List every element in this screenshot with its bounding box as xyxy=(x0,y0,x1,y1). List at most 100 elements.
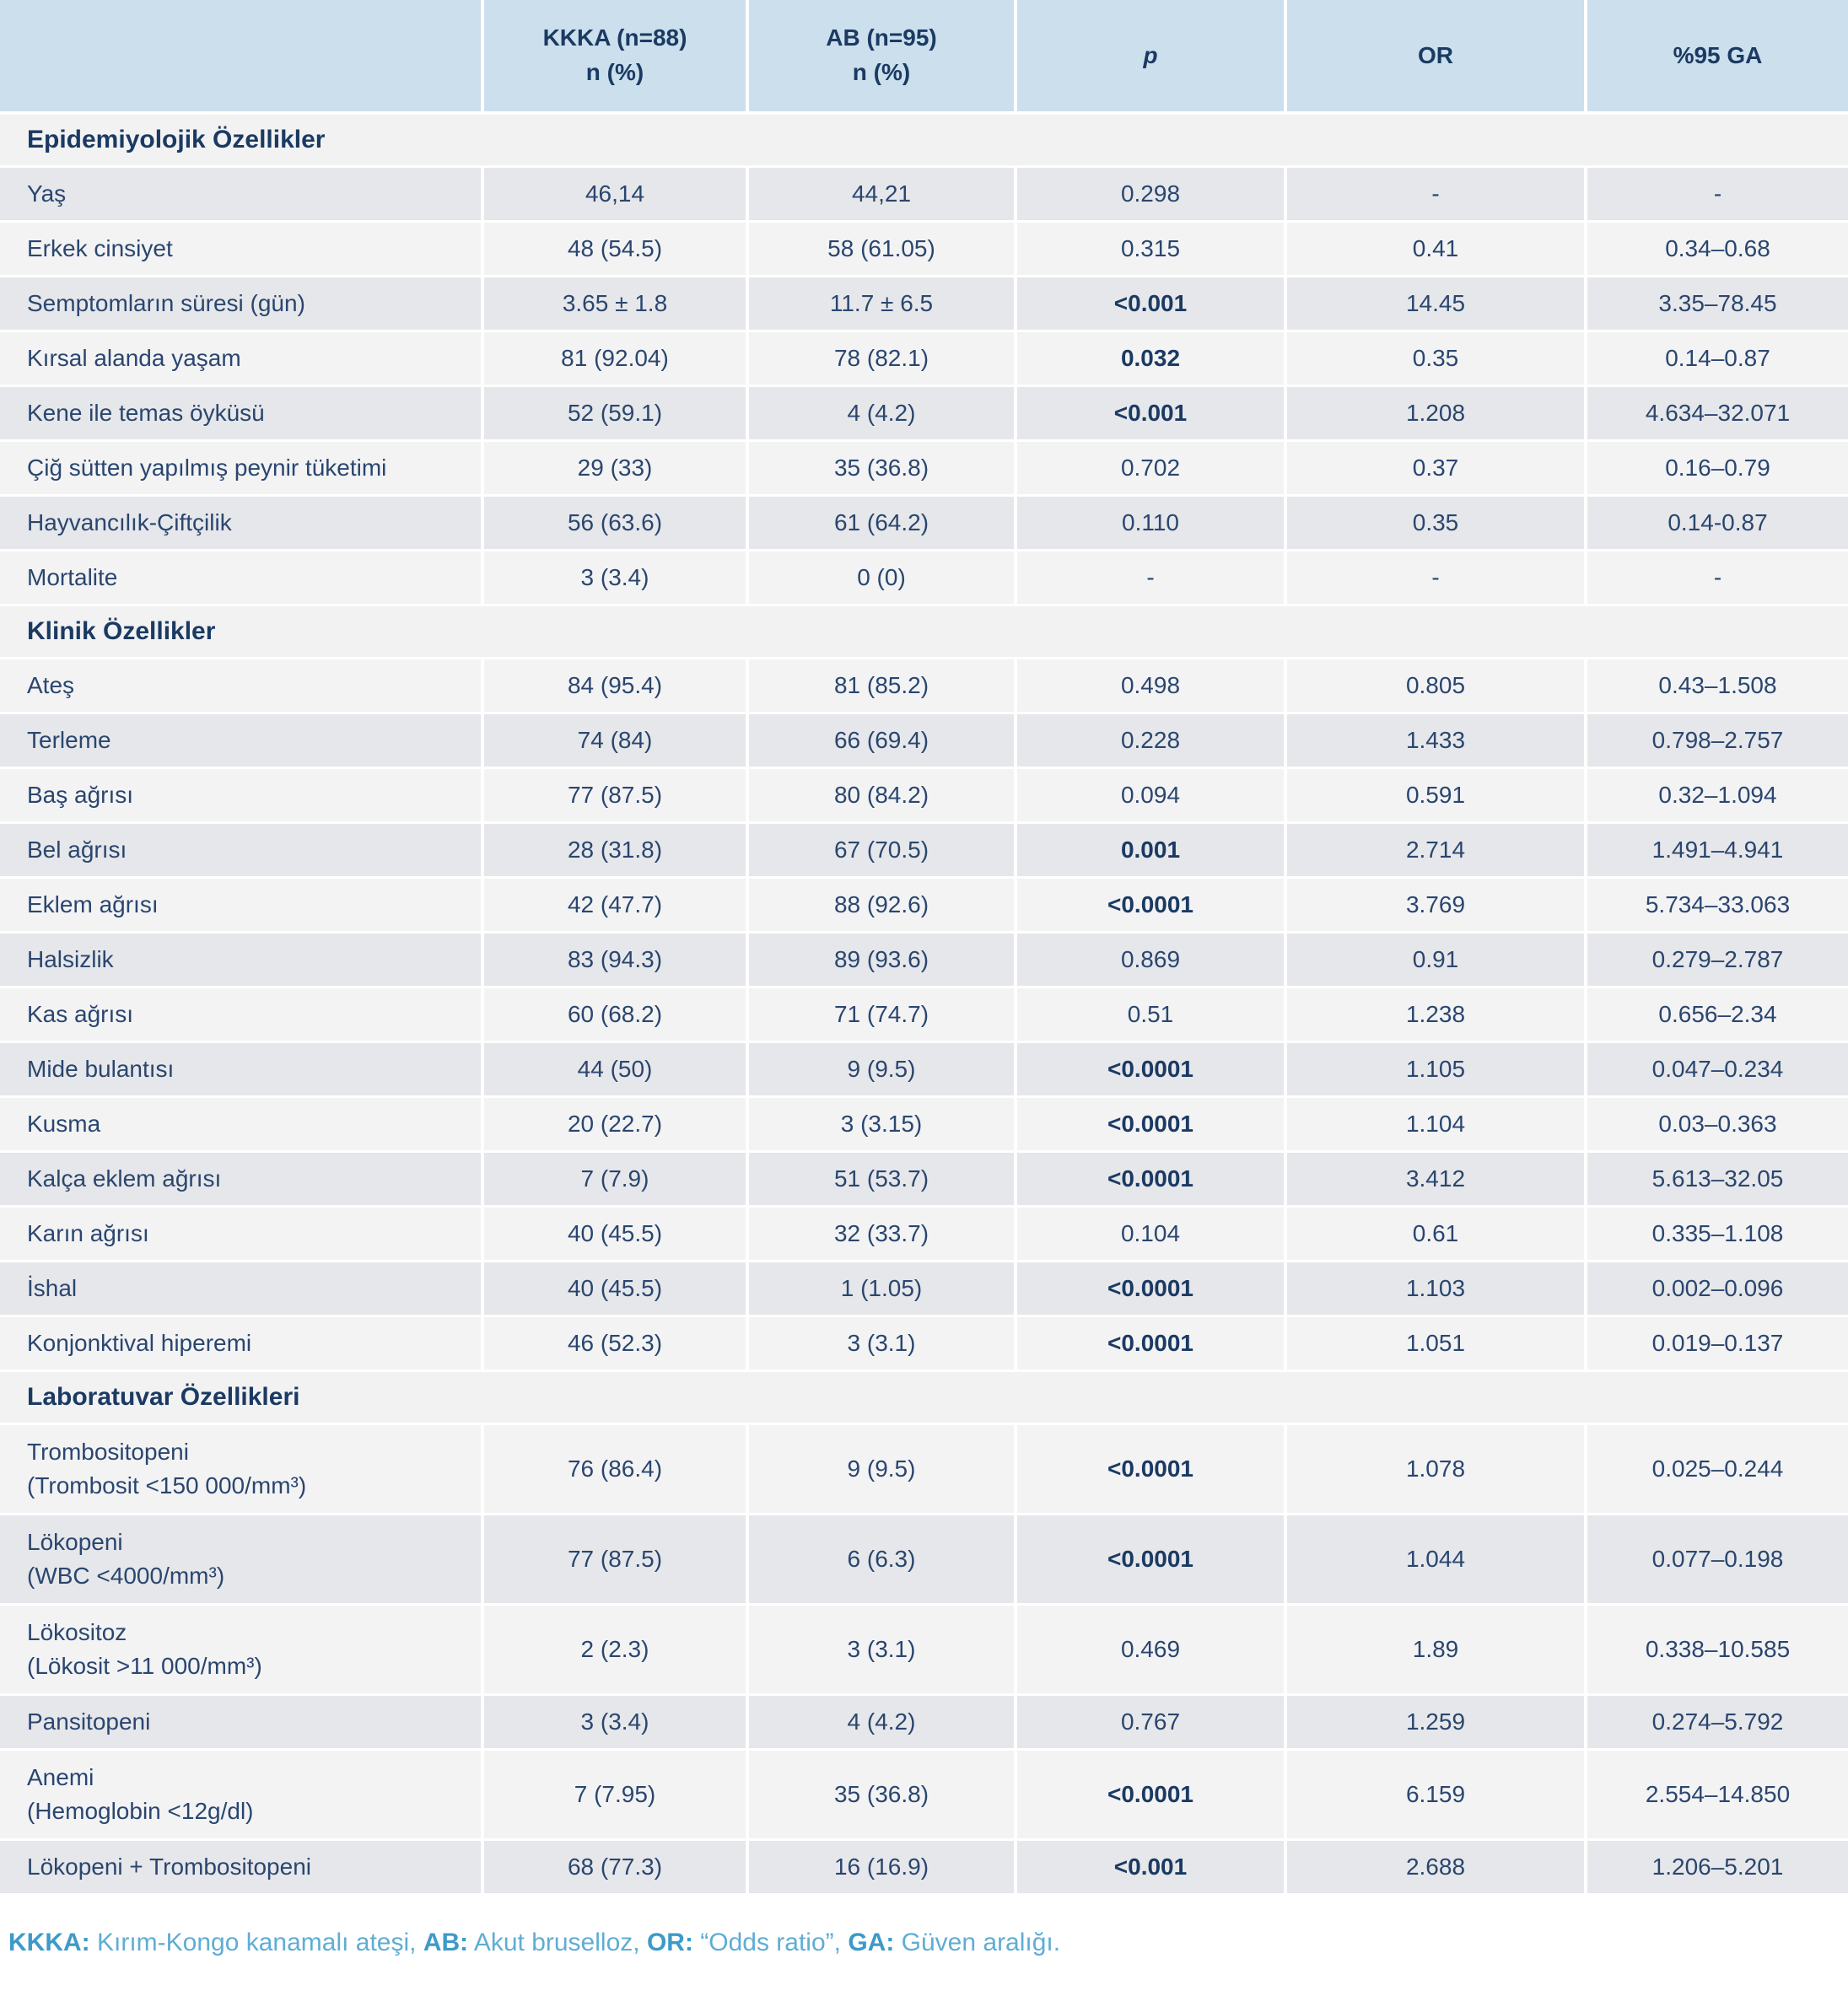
p-value-cell: <0.0001 xyxy=(1016,877,1287,934)
or-cell: 2.714 xyxy=(1285,822,1587,879)
ab-cell: 0 (0) xyxy=(747,550,1017,606)
comparison-table: KKKA (n=88) n (%) AB (n=95) n (%) p OR %… xyxy=(0,0,1848,1896)
row-label: Mide bulantısı xyxy=(27,1055,175,1082)
table-row: Lökositoz (Lökosit >11 000/mm³) 2 (2.3) 3 (… xyxy=(0,1604,1848,1696)
table-row: Mortalite 3 (3.4) 0 (0) - - - xyxy=(0,550,1848,606)
row-label-cell: Bel ağrısı xyxy=(0,822,484,879)
ga-cell: 0.019–0.137 xyxy=(1586,1316,1848,1372)
p-value-cell: 0.498 xyxy=(1016,658,1287,714)
col-header-empty xyxy=(0,0,484,115)
table-row: Kas ağrısı 60 (68.2) 71 (74.7) 0.51 1.238 0.6… xyxy=(0,987,1848,1043)
or-cell: 14.45 xyxy=(1285,276,1587,332)
p-value-cell: 0.469 xyxy=(1016,1604,1287,1696)
p-value-cell: 0.298 xyxy=(1016,166,1287,223)
row-label: Çiğ sütten yapılmış peynir tüketimi xyxy=(27,454,387,481)
or-cell: 1.238 xyxy=(1285,987,1587,1043)
or-cell: 1.044 xyxy=(1285,1514,1587,1606)
ab-cell: 32 (33.7) xyxy=(747,1206,1017,1262)
ga-cell: 0.338–10.585 xyxy=(1586,1604,1848,1696)
col-header-or: OR xyxy=(1285,0,1587,115)
col-header-ga: %95 GA xyxy=(1586,0,1848,115)
p-value-cell: 0.104 xyxy=(1016,1206,1287,1262)
row-label: Bel ağrısı xyxy=(27,836,127,863)
ga-cell: 3.35–78.45 xyxy=(1586,276,1848,332)
table-row: Ateş 84 (95.4) 81 (85.2) 0.498 0.805 0.43–1.5… xyxy=(0,658,1848,714)
ga-cell: 0.16–0.79 xyxy=(1586,440,1848,497)
ab-cell: 80 (84.2) xyxy=(747,767,1017,824)
row-label: Lökositoz xyxy=(27,1618,127,1645)
ab-cell: 35 (36.8) xyxy=(747,440,1017,497)
table-row: Kene ile temas öyküsü 52 (59.1) 4 (4.2) <0.… xyxy=(0,385,1848,442)
or-cell: 1.051 xyxy=(1285,1316,1587,1372)
p-value-cell: <0.001 xyxy=(1016,1839,1287,1896)
ab-cell: 35 (36.8) xyxy=(747,1749,1017,1841)
row-label: Kene ile temas öyküsü xyxy=(27,399,265,426)
ga-cell: 0.14–0.87 xyxy=(1586,331,1848,387)
row-label: Erkek cinsiyet xyxy=(27,234,173,261)
ab-cell: 1 (1.05) xyxy=(747,1261,1017,1317)
kkka-cell: 83 (94.3) xyxy=(482,932,749,988)
or-cell: 1.208 xyxy=(1285,385,1587,442)
kkka-cell: 42 (47.7) xyxy=(482,877,749,934)
kkka-cell: 7 (7.9) xyxy=(482,1151,749,1208)
table-row: İshal 40 (45.5) 1 (1.05) <0.0001 1.103 0.002–… xyxy=(0,1261,1848,1317)
p-value-cell: 0.869 xyxy=(1016,932,1287,988)
section-title: Epidemiyolojik Özellikler xyxy=(0,113,1848,168)
p-value-cell: <0.0001 xyxy=(1016,1316,1287,1372)
or-cell: 3.769 xyxy=(1285,877,1587,934)
ab-cell: 51 (53.7) xyxy=(747,1151,1017,1208)
ab-cell: 67 (70.5) xyxy=(747,822,1017,879)
or-cell: 1.433 xyxy=(1285,713,1587,769)
or-cell: 0.91 xyxy=(1285,932,1587,988)
p-value-cell: 0.315 xyxy=(1016,221,1287,277)
table-row: Erkek cinsiyet 48 (54.5) 58 (61.05) 0.315 0.… xyxy=(0,221,1848,277)
p-value-cell: 0.702 xyxy=(1016,440,1287,497)
row-label: Baş ağrısı xyxy=(27,781,134,808)
section-row: Klinik Özellikler xyxy=(0,605,1848,659)
kkka-cell: 81 (92.04) xyxy=(482,331,749,387)
or-cell: - xyxy=(1285,166,1587,223)
row-label: Yaş xyxy=(27,180,67,207)
kkka-cell: 60 (68.2) xyxy=(482,987,749,1043)
row-label-cell: Hayvancılık-Çiftçilik xyxy=(0,495,484,552)
ga-cell: 0.002–0.096 xyxy=(1586,1261,1848,1317)
row-label: Eklem ağrısı xyxy=(27,891,159,917)
kkka-cell: 56 (63.6) xyxy=(482,495,749,552)
ga-cell: - xyxy=(1586,550,1848,606)
ga-cell: 0.077–0.198 xyxy=(1586,1514,1848,1606)
row-label-cell: Halsizlik xyxy=(0,932,484,988)
table-row: Çiğ sütten yapılmış peynir tüketimi 29 (3… xyxy=(0,440,1848,497)
ab-cell: 6 (6.3) xyxy=(747,1514,1017,1606)
row-label-cell: Semptomların süresi (gün) xyxy=(0,276,484,332)
table-row: Konjonktival hiperemi 46 (52.3) 3 (3.1) <0.… xyxy=(0,1316,1848,1372)
row-label-cell: Konjonktival hiperemi xyxy=(0,1316,484,1372)
row-label-detail: (Trombosit <150 000/mm³) xyxy=(27,1472,307,1499)
kkka-cell: 7 (7.95) xyxy=(482,1749,749,1841)
kkka-cell: 74 (84) xyxy=(482,713,749,769)
p-value-cell: <0.001 xyxy=(1016,276,1287,332)
ab-cell: 71 (74.7) xyxy=(747,987,1017,1043)
ga-cell: 0.03–0.363 xyxy=(1586,1096,1848,1153)
ga-cell: 0.047–0.234 xyxy=(1586,1041,1848,1098)
row-label: Ateş xyxy=(27,671,75,698)
kkka-cell: 76 (86.4) xyxy=(482,1423,749,1515)
table-row: Kusma 20 (22.7) 3 (3.15) <0.0001 1.104 0.03–0… xyxy=(0,1096,1848,1153)
ga-cell: 5.613–32.05 xyxy=(1586,1151,1848,1208)
row-label-detail: (WBC <4000/mm³) xyxy=(27,1562,225,1589)
ga-cell: 0.025–0.244 xyxy=(1586,1423,1848,1515)
kkka-cell: 77 (87.5) xyxy=(482,1514,749,1606)
ab-cell: 66 (69.4) xyxy=(747,713,1017,769)
p-value-cell: 0.032 xyxy=(1016,331,1287,387)
footnote-abbr: KKKA: xyxy=(8,1928,90,1956)
p-value-cell: <0.0001 xyxy=(1016,1041,1287,1098)
kkka-cell: 84 (95.4) xyxy=(482,658,749,714)
row-label: İshal xyxy=(27,1274,78,1301)
row-label-cell: İshal xyxy=(0,1261,484,1317)
ga-cell: 0.274–5.792 xyxy=(1586,1694,1848,1751)
row-label-cell: Mide bulantısı xyxy=(0,1041,484,1098)
section-row: Laboratuvar Özellikleri xyxy=(0,1370,1848,1425)
p-value-cell: 0.228 xyxy=(1016,713,1287,769)
footnote: KKKA: Kırım-Kongo kanamalı ateşi, AB: Ak… xyxy=(8,1926,1848,1959)
p-value-cell: 0.001 xyxy=(1016,822,1287,879)
row-label-cell: Terleme xyxy=(0,713,484,769)
